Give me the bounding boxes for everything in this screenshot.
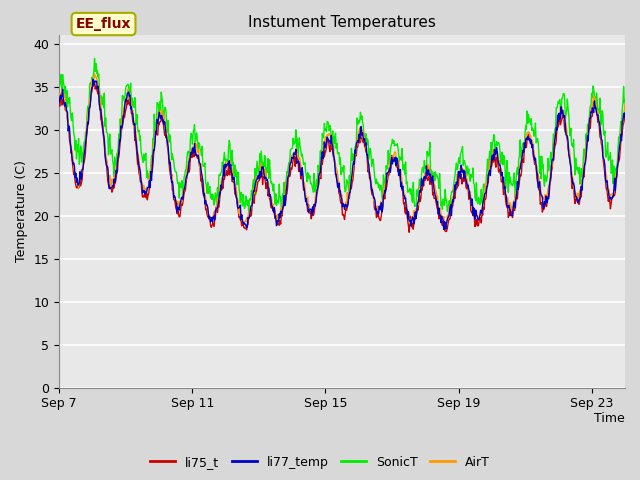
Text: Time: Time	[595, 412, 625, 425]
Y-axis label: Temperature (C): Temperature (C)	[15, 161, 28, 263]
Text: EE_flux: EE_flux	[76, 17, 131, 31]
Title: Instument Temperatures: Instument Temperatures	[248, 15, 436, 30]
Legend: li75_t, li77_temp, SonicT, AirT: li75_t, li77_temp, SonicT, AirT	[145, 451, 495, 474]
